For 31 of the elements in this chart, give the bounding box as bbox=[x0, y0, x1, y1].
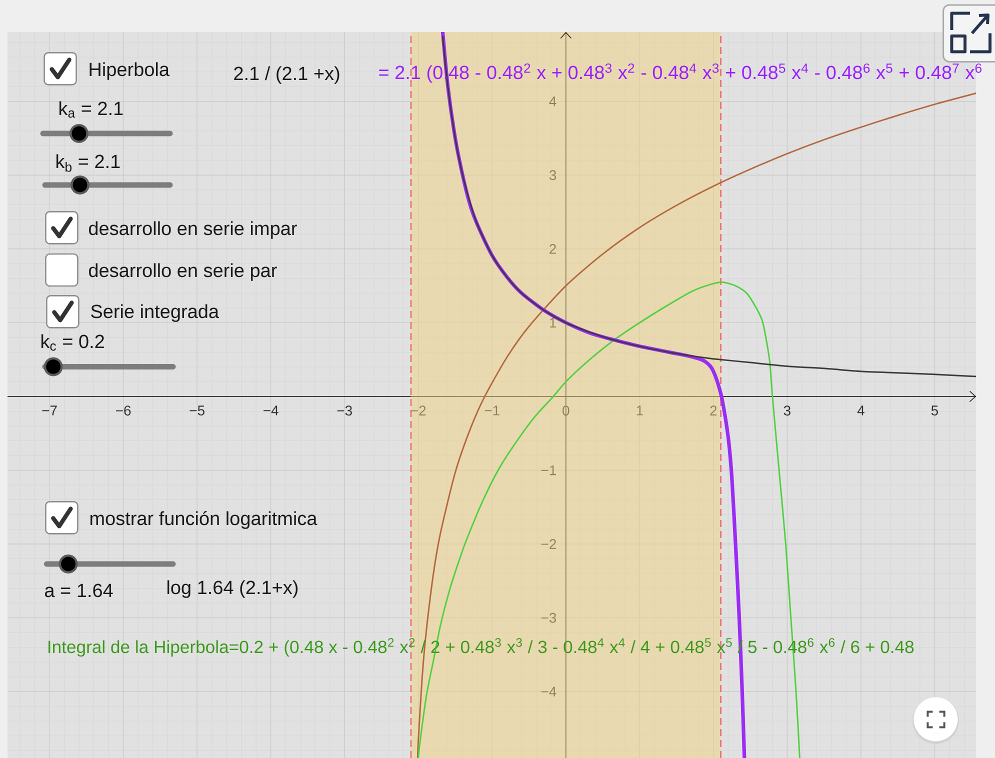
x-tick-label: −4 bbox=[264, 406, 278, 416]
y-tick-label: 4 bbox=[549, 96, 556, 106]
x-tick-label: 4 bbox=[857, 406, 864, 416]
x-tick-label: −2 bbox=[411, 406, 426, 416]
x-tick-label: 1 bbox=[636, 406, 643, 416]
annotation: a = 1.64 bbox=[45, 584, 113, 598]
annotation: desarrollo en serie impar bbox=[89, 221, 297, 239]
x-tick-label: −1 bbox=[484, 406, 500, 416]
y-tick-label: 3 bbox=[549, 170, 556, 180]
y-tick-label: −4 bbox=[541, 686, 556, 696]
y-tick-label: 2 bbox=[550, 244, 556, 254]
annotation: log 1.64 (2.1+x) bbox=[167, 580, 298, 598]
y-tick-label: −1 bbox=[541, 465, 556, 476]
x-tick-label: −5 bbox=[190, 406, 204, 416]
annotation: 2.1 / (2.1 +x) bbox=[234, 66, 340, 84]
x-tick-label: 3 bbox=[784, 406, 790, 416]
x-tick-label: −7 bbox=[42, 406, 57, 416]
y-tick-label: −2 bbox=[541, 539, 556, 549]
annotation: k$_{a}$ = 2.1 bbox=[59, 101, 123, 118]
y-tick-label: −3 bbox=[541, 612, 556, 623]
annotation: k$_{c}$ = 0.2 bbox=[41, 334, 104, 351]
x-tick-label: −6 bbox=[116, 406, 131, 416]
annotation: Serie integrada bbox=[91, 304, 220, 322]
annotation: Hiperbola bbox=[90, 62, 170, 80]
x-tick-label: 5 bbox=[931, 406, 938, 416]
x-tick-label: 2 bbox=[710, 406, 717, 416]
x-tick-label: −3 bbox=[337, 406, 352, 416]
annotation: mostrar función logaritmica bbox=[90, 511, 318, 529]
y-tick-label: 1 bbox=[550, 318, 556, 328]
annotation: desarrollo en serie par bbox=[89, 263, 277, 281]
annotation: k$_{b}$ = 2.1 bbox=[56, 154, 120, 172]
